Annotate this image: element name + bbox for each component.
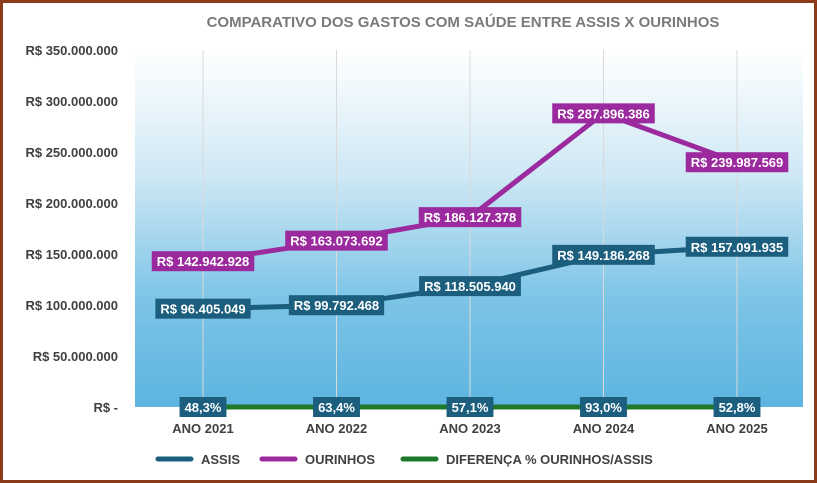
x-tick-label: ANO 2025 bbox=[706, 421, 767, 436]
data-label-text: R$ 96.405.049 bbox=[160, 302, 245, 317]
y-tick-label: R$ 100.000.000 bbox=[25, 298, 118, 313]
data-label-text: 48,3% bbox=[185, 400, 222, 415]
data-label: 52,8% bbox=[713, 397, 761, 417]
data-label-text: R$ 142.942.928 bbox=[157, 254, 250, 269]
data-label-box bbox=[552, 103, 655, 124]
data-label-text: R$ 149.186.268 bbox=[557, 248, 650, 263]
legend: ASSIS OURINHOS DIFERENÇA % OURINHOS/ASSIS bbox=[155, 452, 653, 467]
data-label: R$ 287.896.386 bbox=[552, 103, 655, 124]
data-label: R$ 99.792.468 bbox=[288, 295, 385, 316]
data-label-box bbox=[155, 298, 251, 319]
x-axis: ANO 2021 ANO 2022 ANO 2023 ANO 2024 ANO 2025 bbox=[172, 421, 767, 436]
data-label-text: R$ 163.073.692 bbox=[290, 234, 383, 249]
data-label: 48,3% bbox=[179, 397, 227, 417]
data-label: 57,1% bbox=[446, 397, 494, 417]
y-tick-label: R$ 250.000.000 bbox=[25, 145, 118, 160]
data-label-box bbox=[419, 276, 521, 297]
grid-layer bbox=[202, 50, 738, 407]
data-label-box bbox=[418, 207, 522, 228]
data-label: R$ 149.186.268 bbox=[552, 244, 655, 265]
data-label-text: 93,0% bbox=[585, 400, 622, 415]
data-label-box bbox=[151, 251, 255, 272]
data-label-box bbox=[552, 244, 655, 265]
data-label-text: R$ 287.896.386 bbox=[557, 106, 650, 121]
x-tick-label: ANO 2022 bbox=[306, 421, 367, 436]
data-label-text: R$ 186.127.378 bbox=[424, 210, 517, 225]
legend-label: ASSIS bbox=[201, 452, 240, 467]
data-label: R$ 239.987.569 bbox=[685, 152, 789, 173]
data-label-text: 57,1% bbox=[452, 400, 489, 415]
y-tick-label: R$ 50.000.000 bbox=[33, 349, 118, 364]
x-tick-label: ANO 2024 bbox=[573, 421, 635, 436]
data-label-box bbox=[285, 230, 388, 251]
data-label-box bbox=[288, 295, 385, 316]
data-label: 63,4% bbox=[313, 397, 360, 417]
data-label: R$ 186.127.378 bbox=[418, 207, 522, 228]
data-label: R$ 157.091.935 bbox=[685, 236, 789, 257]
chart-title: COMPARATIVO DOS GASTOS COM SAÚDE ENTRE A… bbox=[207, 13, 720, 31]
data-label: 93,0% bbox=[580, 397, 627, 417]
data-label-text: R$ 99.792.468 bbox=[294, 298, 379, 313]
y-tick-label: R$ 200.000.000 bbox=[25, 196, 118, 211]
data-label: R$ 96.405.049 bbox=[155, 298, 251, 319]
data-label-text: R$ 118.505.940 bbox=[424, 279, 516, 294]
legend-label: OURINHOS bbox=[305, 452, 375, 467]
data-label: R$ 163.073.692 bbox=[285, 230, 388, 251]
data-label-box bbox=[685, 236, 789, 257]
y-axis: R$ - R$ 50.000.000 R$ 100.000.000 R$ 150.00… bbox=[25, 43, 118, 415]
data-label-box bbox=[685, 152, 789, 173]
data-label: R$ 142.942.928 bbox=[151, 251, 255, 272]
x-tick-label: ANO 2021 bbox=[172, 421, 233, 436]
data-label-box bbox=[713, 397, 761, 417]
series-layer: R$ 96.405.049 R$ 99.792.468 R$ 118.505.940… bbox=[151, 103, 789, 417]
y-tick-label: R$ 150.000.000 bbox=[25, 247, 118, 262]
data-label-text: R$ 239.987.569 bbox=[691, 155, 784, 170]
data-label-text: 52,8% bbox=[719, 400, 756, 415]
data-label-box bbox=[313, 397, 360, 417]
data-label-text: R$ 157.091.935 bbox=[691, 240, 784, 255]
y-tick-label: R$ 300.000.000 bbox=[25, 94, 118, 109]
data-label-box bbox=[179, 397, 227, 417]
data-label-box bbox=[580, 397, 627, 417]
plot-area bbox=[135, 50, 803, 407]
legend-label: DIFERENÇA % OURINHOS/ASSIS bbox=[446, 452, 653, 467]
data-label-box bbox=[446, 397, 494, 417]
data-label-text: 63,4% bbox=[318, 400, 355, 415]
data-label: R$ 118.505.940 bbox=[419, 276, 521, 297]
y-tick-label: R$ 350.000.000 bbox=[25, 43, 118, 58]
x-tick-label: ANO 2023 bbox=[439, 421, 500, 436]
y-tick-label: R$ - bbox=[93, 400, 118, 415]
